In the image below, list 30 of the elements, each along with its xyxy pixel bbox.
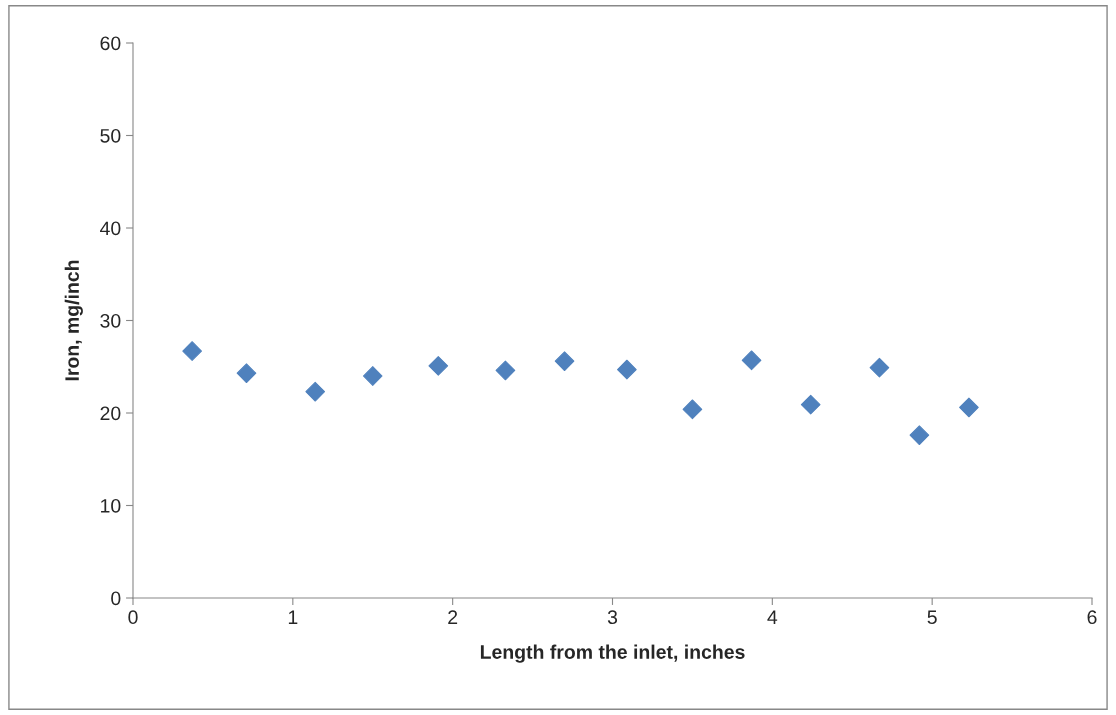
- x-axis-title: Length from the inlet, inches: [480, 644, 745, 663]
- y-tick-label: 40: [100, 221, 121, 236]
- point: [909, 425, 930, 446]
- y-axis-title: Iron, mg/inch: [64, 260, 83, 381]
- x-tick-label: 0: [128, 610, 138, 625]
- y-tick-label: 60: [100, 36, 121, 51]
- x-tick-label: 6: [1087, 610, 1097, 625]
- y-tick-label: 30: [100, 313, 121, 328]
- point: [495, 360, 516, 381]
- point: [305, 381, 326, 402]
- x-tick-label: 2: [448, 610, 458, 624]
- x-tick-label: 5: [927, 610, 937, 625]
- point: [959, 397, 979, 418]
- point: [741, 350, 762, 371]
- x-tick-label: 4: [767, 610, 778, 624]
- y-tick-label: 20: [100, 406, 121, 421]
- x-tick-label: 3: [607, 610, 618, 625]
- point: [682, 399, 703, 420]
- point: [236, 363, 257, 384]
- point: [617, 359, 637, 380]
- y-tick-label: 0: [111, 591, 121, 606]
- point: [869, 357, 890, 378]
- point: [182, 341, 202, 361]
- x-tick-label: 1: [288, 610, 298, 624]
- point: [554, 351, 575, 372]
- y-tick-label: 10: [101, 498, 121, 513]
- point: [428, 355, 449, 376]
- y-tick-label: 50: [100, 128, 121, 143]
- point: [800, 394, 821, 415]
- point: [362, 366, 383, 386]
